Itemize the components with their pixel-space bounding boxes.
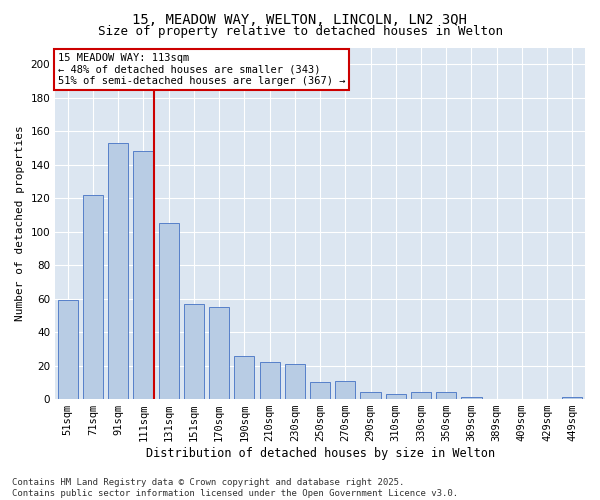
Bar xyxy=(562,398,583,399)
Bar xyxy=(184,304,204,399)
Bar xyxy=(361,392,380,399)
Bar xyxy=(461,398,482,399)
Bar xyxy=(335,380,355,399)
Bar xyxy=(411,392,431,399)
X-axis label: Distribution of detached houses by size in Welton: Distribution of detached houses by size … xyxy=(146,447,494,460)
Bar xyxy=(260,362,280,399)
Text: Contains HM Land Registry data © Crown copyright and database right 2025.
Contai: Contains HM Land Registry data © Crown c… xyxy=(12,478,458,498)
Bar xyxy=(83,195,103,399)
Bar xyxy=(386,394,406,399)
Bar xyxy=(436,392,457,399)
Bar xyxy=(285,364,305,399)
Bar xyxy=(310,382,330,399)
Bar xyxy=(108,143,128,399)
Bar xyxy=(58,300,78,399)
Text: Size of property relative to detached houses in Welton: Size of property relative to detached ho… xyxy=(97,25,503,38)
Bar xyxy=(209,307,229,399)
Bar xyxy=(133,152,154,399)
Text: 15 MEADOW WAY: 113sqm
← 48% of detached houses are smaller (343)
51% of semi-det: 15 MEADOW WAY: 113sqm ← 48% of detached … xyxy=(58,53,346,86)
Y-axis label: Number of detached properties: Number of detached properties xyxy=(15,126,25,321)
Bar xyxy=(158,224,179,399)
Bar xyxy=(235,356,254,399)
Text: 15, MEADOW WAY, WELTON, LINCOLN, LN2 3QH: 15, MEADOW WAY, WELTON, LINCOLN, LN2 3QH xyxy=(133,12,467,26)
